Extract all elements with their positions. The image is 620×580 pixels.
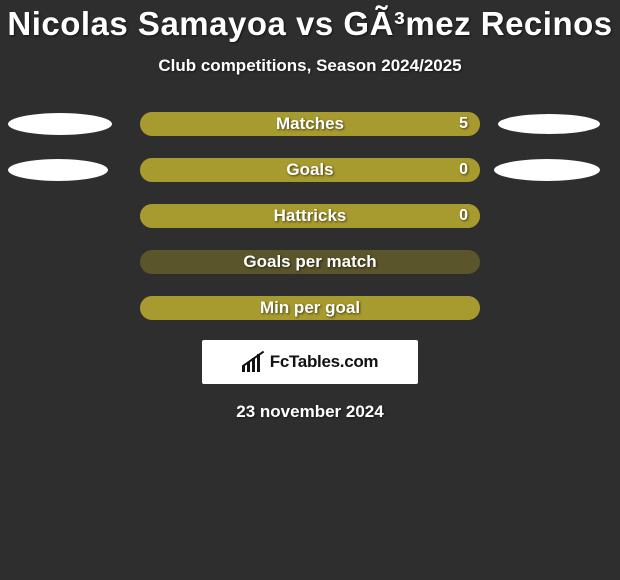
left-marker-ellipse	[8, 159, 108, 181]
stat-row: Matches5	[0, 112, 620, 136]
stat-row: Goals0	[0, 158, 620, 182]
stat-bar: Goals per match	[140, 250, 480, 274]
stat-bar: Matches5	[140, 112, 480, 136]
stat-row: Goals per match	[0, 250, 620, 274]
stat-bar: Min per goal	[140, 296, 480, 320]
page-title: Nicolas Samayoa vs GÃ³mez Recinos	[0, 6, 620, 42]
subtitle: Club competitions, Season 2024/2025	[0, 56, 620, 76]
stat-label: Goals per match	[140, 252, 480, 272]
comparison-infographic: Nicolas Samayoa vs GÃ³mez Recinos Club c…	[0, 0, 620, 422]
generation-date: 23 november 2024	[0, 402, 620, 422]
right-marker-ellipse	[494, 159, 600, 181]
stat-value: 0	[459, 207, 468, 225]
stat-value: 5	[459, 115, 468, 133]
stat-label: Hattricks	[140, 206, 480, 226]
stat-value: 0	[459, 161, 468, 179]
stat-label: Goals	[140, 160, 480, 180]
stat-row: Min per goal	[0, 296, 620, 320]
stat-label: Min per goal	[140, 298, 480, 318]
stat-bar: Hattricks0	[140, 204, 480, 228]
stat-row: Hattricks0	[0, 204, 620, 228]
stat-label: Matches	[140, 114, 480, 134]
logo-text: FcTables.com	[270, 352, 379, 372]
bar-chart-icon	[242, 352, 266, 372]
source-logo: FcTables.com	[202, 340, 418, 384]
stat-bar: Goals0	[140, 158, 480, 182]
right-marker-ellipse	[498, 114, 600, 134]
left-marker-ellipse	[8, 113, 112, 135]
stat-rows: Matches5Goals0Hattricks0Goals per matchM…	[0, 112, 620, 320]
